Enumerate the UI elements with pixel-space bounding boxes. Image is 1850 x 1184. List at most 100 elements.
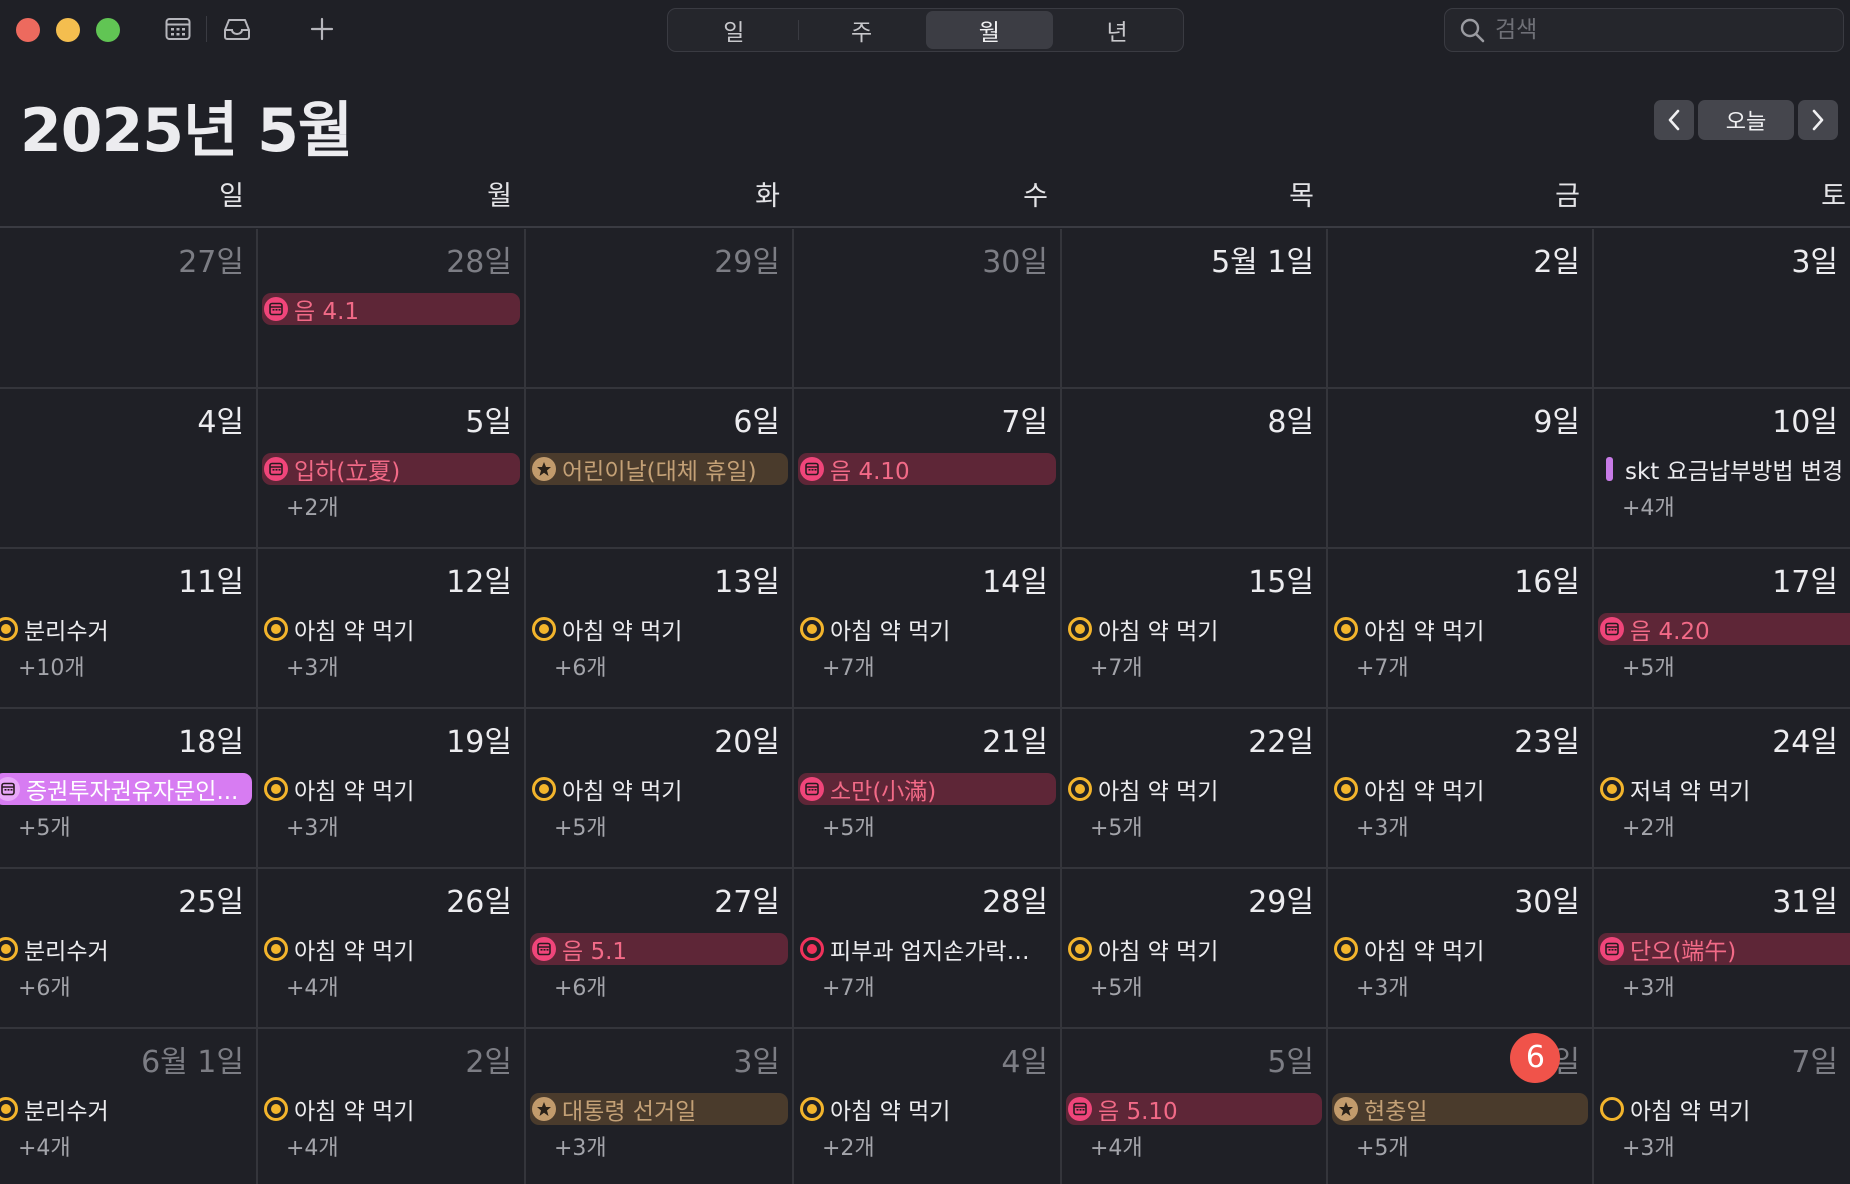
day-cell[interactable]: 24일 저녁 약 먹기 +2개: [1594, 709, 1850, 869]
window-maximize-button[interactable]: [96, 18, 120, 42]
window-close-button[interactable]: [16, 18, 40, 42]
event-item[interactable]: 아침 약 먹기: [1332, 613, 1588, 645]
day-cell[interactable]: 23일 아침 약 먹기 +3개: [1328, 709, 1594, 869]
day-cell[interactable]: 29일: [526, 229, 794, 389]
inbox-button[interactable]: [219, 12, 255, 46]
more-events-link[interactable]: +4개: [1622, 496, 1675, 521]
day-cell[interactable]: 15일 아침 약 먹기 +7개: [1062, 549, 1328, 709]
event-item[interactable]: 아침 약 먹기: [1066, 773, 1322, 805]
event-item[interactable]: 아침 약 먹기: [1066, 613, 1322, 645]
day-cell[interactable]: 31일 단오(端午) +3개: [1594, 869, 1850, 1029]
more-events-link[interactable]: +4개: [1090, 1136, 1143, 1161]
event-item[interactable]: 아침 약 먹기: [1332, 773, 1588, 805]
event-item[interactable]: 입하(立夏): [262, 453, 520, 485]
more-events-link[interactable]: +6개: [554, 976, 607, 1001]
event-item[interactable]: 아침 약 먹기: [262, 773, 520, 805]
window-minimize-button[interactable]: [56, 18, 80, 42]
event-item[interactable]: 대통령 선거일: [530, 1093, 788, 1125]
day-cell[interactable]: 5일 음 5.10 +4개: [1062, 1029, 1328, 1184]
more-events-link[interactable]: +3개: [1356, 976, 1409, 1001]
day-cell[interactable]: 5월 1일: [1062, 229, 1328, 389]
event-item[interactable]: 아침 약 먹기: [530, 613, 788, 645]
more-events-link[interactable]: +4개: [286, 976, 339, 1001]
event-item[interactable]: 음 5.1: [530, 933, 788, 965]
event-item[interactable]: 아침 약 먹기: [798, 1093, 1056, 1125]
more-events-link[interactable]: +7개: [1356, 656, 1409, 681]
more-events-link[interactable]: +5개: [554, 816, 607, 841]
calendar-list-button[interactable]: [160, 12, 196, 46]
event-item[interactable]: 아침 약 먹기: [262, 933, 520, 965]
more-events-link[interactable]: +3개: [286, 656, 339, 681]
day-cell[interactable]: 28일 음 4.1: [258, 229, 526, 389]
more-events-link[interactable]: +3개: [1356, 816, 1409, 841]
day-cell[interactable]: 7일 음 4.10: [794, 389, 1062, 549]
more-events-link[interactable]: +5개: [18, 816, 71, 841]
more-events-link[interactable]: +5개: [1090, 976, 1143, 1001]
more-events-link[interactable]: +7개: [822, 656, 875, 681]
event-item[interactable]: 아침 약 먹기: [798, 613, 1056, 645]
day-cell[interactable]: 3일 대통령 선거일 +3개: [526, 1029, 794, 1184]
add-event-button[interactable]: [304, 12, 340, 46]
more-events-link[interactable]: +5개: [1622, 656, 1675, 681]
event-item[interactable]: 분리수거: [0, 933, 252, 965]
more-events-link[interactable]: +3개: [286, 816, 339, 841]
more-events-link[interactable]: +5개: [1090, 816, 1143, 841]
day-cell[interactable]: 21일 소만(小滿) +5개: [794, 709, 1062, 869]
day-cell[interactable]: 8일: [1062, 389, 1328, 549]
more-events-link[interactable]: +10개: [18, 656, 85, 681]
day-cell[interactable]: 6일 어린이날(대체 휴일): [526, 389, 794, 549]
day-cell[interactable]: 4일: [0, 389, 258, 549]
day-cell[interactable]: 16일 아침 약 먹기 +7개: [1328, 549, 1594, 709]
more-events-link[interactable]: +5개: [1356, 1136, 1409, 1161]
day-cell[interactable]: 28일 피부과 엄지손가락… +7개: [794, 869, 1062, 1029]
day-cell[interactable]: 13일 아침 약 먹기 +6개: [526, 549, 794, 709]
event-item[interactable]: 저녁 약 먹기: [1598, 773, 1846, 805]
event-item[interactable]: 현충일: [1332, 1093, 1588, 1125]
more-events-link[interactable]: +7개: [822, 976, 875, 1001]
more-events-link[interactable]: +4개: [286, 1136, 339, 1161]
view-day-tab[interactable]: 일: [723, 20, 745, 46]
day-cell[interactable]: 17일 음 4.20 +5개: [1594, 549, 1850, 709]
view-year-tab[interactable]: 년: [1106, 20, 1128, 46]
event-item[interactable]: 아침 약 먹기: [262, 613, 520, 645]
more-events-link[interactable]: +2개: [1622, 816, 1675, 841]
day-cell[interactable]: 18일 증권투자권유자문인... +5개: [0, 709, 258, 869]
day-cell[interactable]: 7일 아침 약 먹기 +3개: [1594, 1029, 1850, 1184]
day-cell[interactable]: 25일 분리수거 +6개: [0, 869, 258, 1029]
event-item[interactable]: 아침 약 먹기: [1598, 1093, 1846, 1125]
day-cell[interactable]: 6월 1일 분리수거 +4개: [0, 1029, 258, 1184]
day-cell[interactable]: 27일: [0, 229, 258, 389]
more-events-link[interactable]: +6개: [554, 656, 607, 681]
previous-month-button[interactable]: [1654, 100, 1694, 140]
day-cell[interactable]: 11일 분리수거 +10개: [0, 549, 258, 709]
day-cell[interactable]: 29일 아침 약 먹기 +5개: [1062, 869, 1328, 1029]
event-item[interactable]: 증권투자권유자문인...: [0, 773, 252, 805]
day-cell[interactable]: 3일: [1594, 229, 1850, 389]
day-cell[interactable]: 14일 아침 약 먹기 +7개: [794, 549, 1062, 709]
event-item[interactable]: 어린이날(대체 휴일): [530, 453, 788, 485]
day-cell[interactable]: 2일: [1328, 229, 1594, 389]
event-item[interactable]: 아침 약 먹기: [530, 773, 788, 805]
event-item[interactable]: 분리수거: [0, 1093, 252, 1125]
day-cell[interactable]: 30일 아침 약 먹기 +3개: [1328, 869, 1594, 1029]
day-cell[interactable]: 26일 아침 약 먹기 +4개: [258, 869, 526, 1029]
day-cell[interactable]: 6 일 현충일 +5개: [1328, 1029, 1594, 1184]
day-cell[interactable]: 12일 아침 약 먹기 +3개: [258, 549, 526, 709]
day-cell[interactable]: 9일: [1328, 389, 1594, 549]
more-events-link[interactable]: +7개: [1090, 656, 1143, 681]
day-cell[interactable]: 4일 아침 약 먹기 +2개: [794, 1029, 1062, 1184]
more-events-link[interactable]: +4개: [18, 1136, 71, 1161]
more-events-link[interactable]: +2개: [822, 1136, 875, 1161]
more-events-link[interactable]: +3개: [554, 1136, 607, 1161]
day-cell[interactable]: 30일: [794, 229, 1062, 389]
event-item[interactable]: skt 요금납부방법 변경: [1598, 453, 1846, 485]
more-events-link[interactable]: +6개: [18, 976, 71, 1001]
event-item[interactable]: 분리수거: [0, 613, 252, 645]
event-item[interactable]: 음 5.10: [1066, 1093, 1322, 1125]
day-cell[interactable]: 22일 아침 약 먹기 +5개: [1062, 709, 1328, 869]
next-month-button[interactable]: [1798, 100, 1838, 140]
event-item[interactable]: 아침 약 먹기: [262, 1093, 520, 1125]
event-item[interactable]: 소만(小滿): [798, 773, 1056, 805]
today-button[interactable]: 오늘: [1698, 100, 1794, 140]
view-week-tab[interactable]: 주: [797, 11, 926, 49]
